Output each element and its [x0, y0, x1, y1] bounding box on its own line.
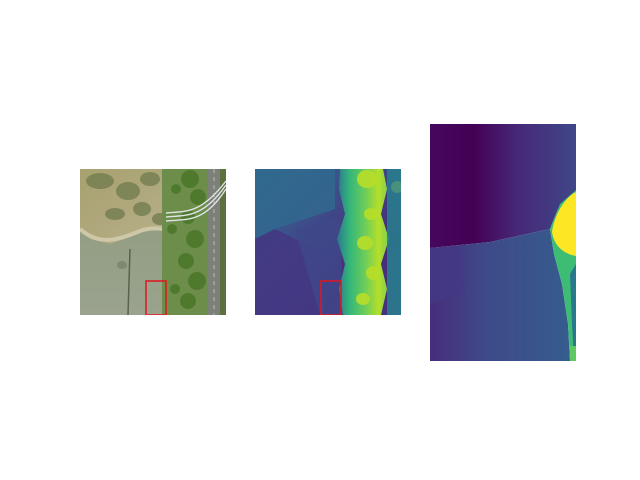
depth-crop-panel [430, 124, 576, 361]
crop-region-deep [430, 246, 465, 304]
aerial-photo [80, 169, 226, 315]
depth-map-panel [255, 169, 401, 315]
depth-region-mid [295, 219, 343, 315]
small-pond [117, 261, 127, 269]
crop-teal-edge [570, 264, 576, 361]
depth-map [255, 169, 401, 315]
crop-yellow-blob [552, 192, 576, 256]
roadside-verge [220, 169, 226, 315]
crop-green-speck [570, 346, 576, 361]
field-boundary [127, 248, 131, 315]
highlight-box [320, 280, 342, 315]
depth-crop-zoom [430, 124, 576, 361]
depth-region-high [255, 169, 335, 239]
power-lines [165, 180, 226, 222]
bright-blobs [356, 170, 380, 305]
crop-region-bottom [430, 229, 570, 361]
aerial-photo-panel [80, 169, 226, 315]
tree-crowns [167, 170, 206, 309]
depth-right-edge [387, 169, 401, 315]
crop-region-top [430, 124, 576, 248]
highlight-box [145, 280, 167, 315]
